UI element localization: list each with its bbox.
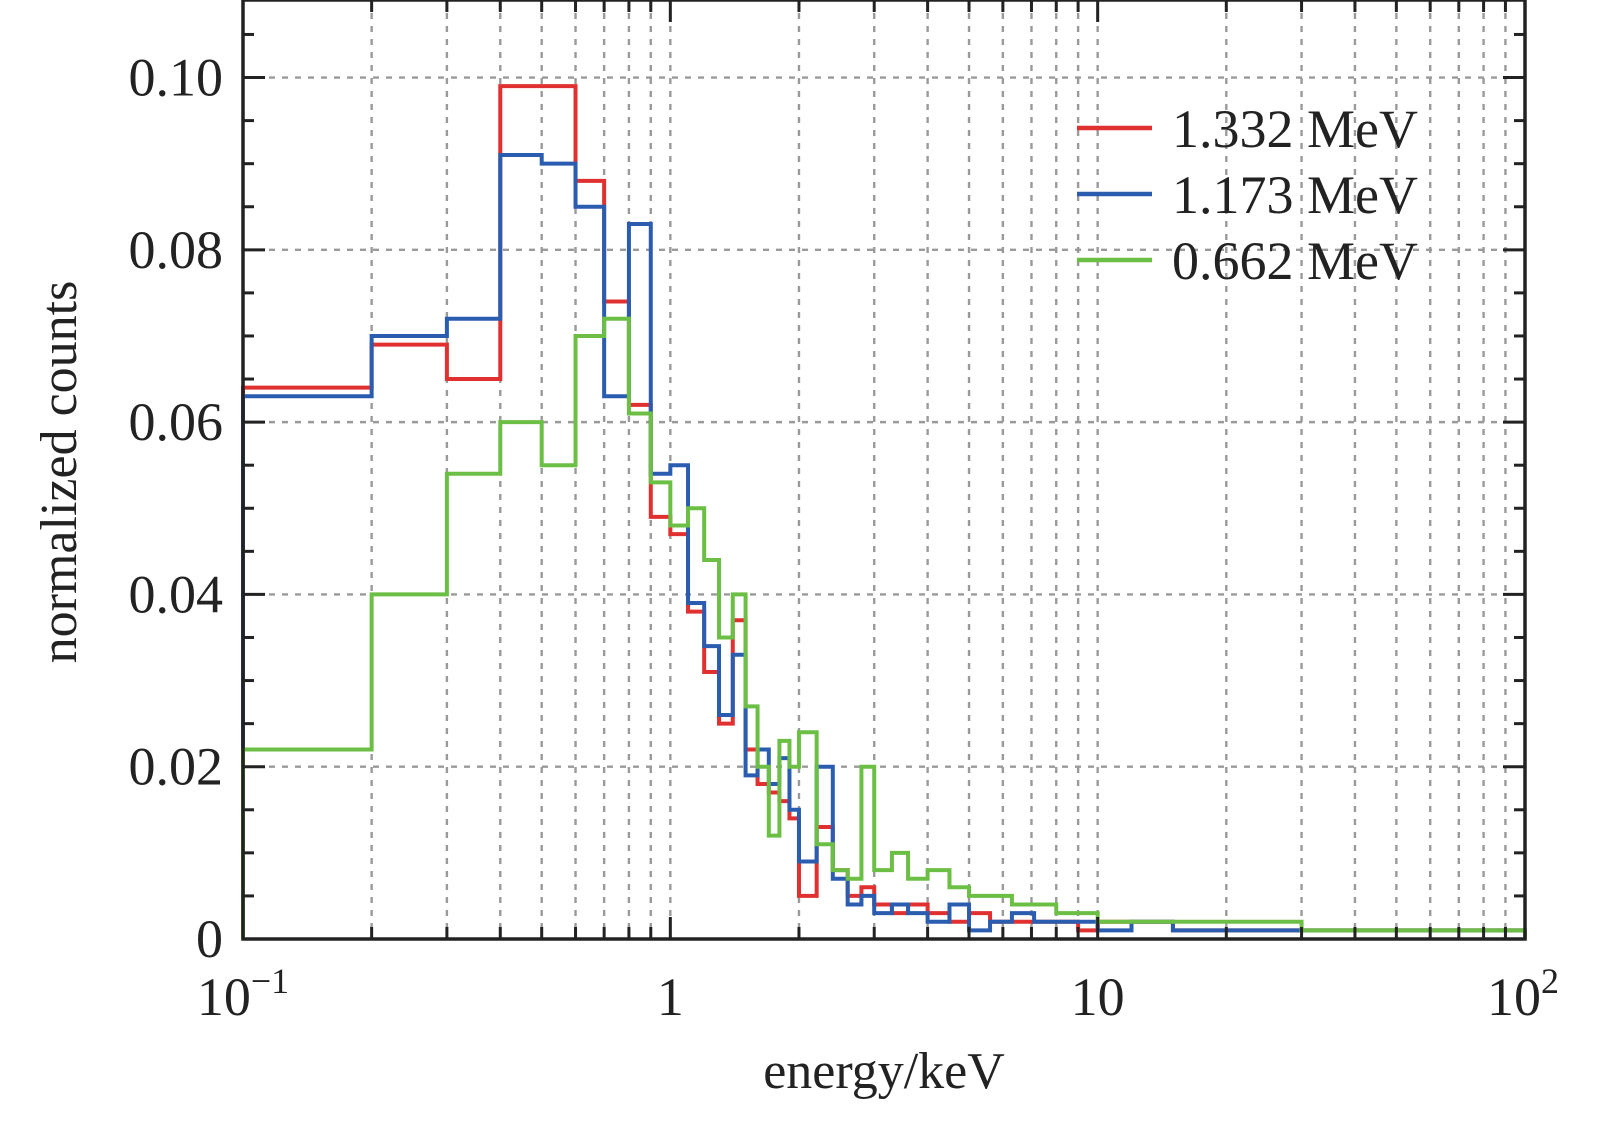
y-axis-title: normalized counts [31,281,88,664]
grid-layer [243,0,1525,939]
y-tick-label: 0.08 [129,220,224,280]
plot-frame [241,0,1527,941]
series-layer [241,84,1527,939]
x-tick-label: 10 [1071,967,1125,1027]
x-axis-title: energy/keV [763,1043,1005,1100]
x-tick-label: 10−1 [197,961,289,1027]
x-tick-label: 1 [657,967,684,1027]
x-tick-label: 102 [1487,961,1559,1027]
y-tick-label: 0.04 [129,564,224,624]
tick-layer [243,0,1525,941]
y-tick-label: 0.02 [129,737,224,797]
label-layer: 0 0.02 0.04 0.06 0.08 0.10 10−1 1 10 102 [129,48,1560,1027]
series-line-2 [241,153,1527,939]
y-tick-label: 0 [196,909,223,969]
legend-label: 1.332 MeV [1172,99,1418,159]
y-tick-label: 0.06 [129,392,224,452]
y-tick-label: 0.10 [129,48,224,108]
legend-label: 0.662 MeV [1172,231,1418,291]
series-line-3 [241,316,1527,939]
legend-label: 1.173 MeV [1172,165,1418,225]
